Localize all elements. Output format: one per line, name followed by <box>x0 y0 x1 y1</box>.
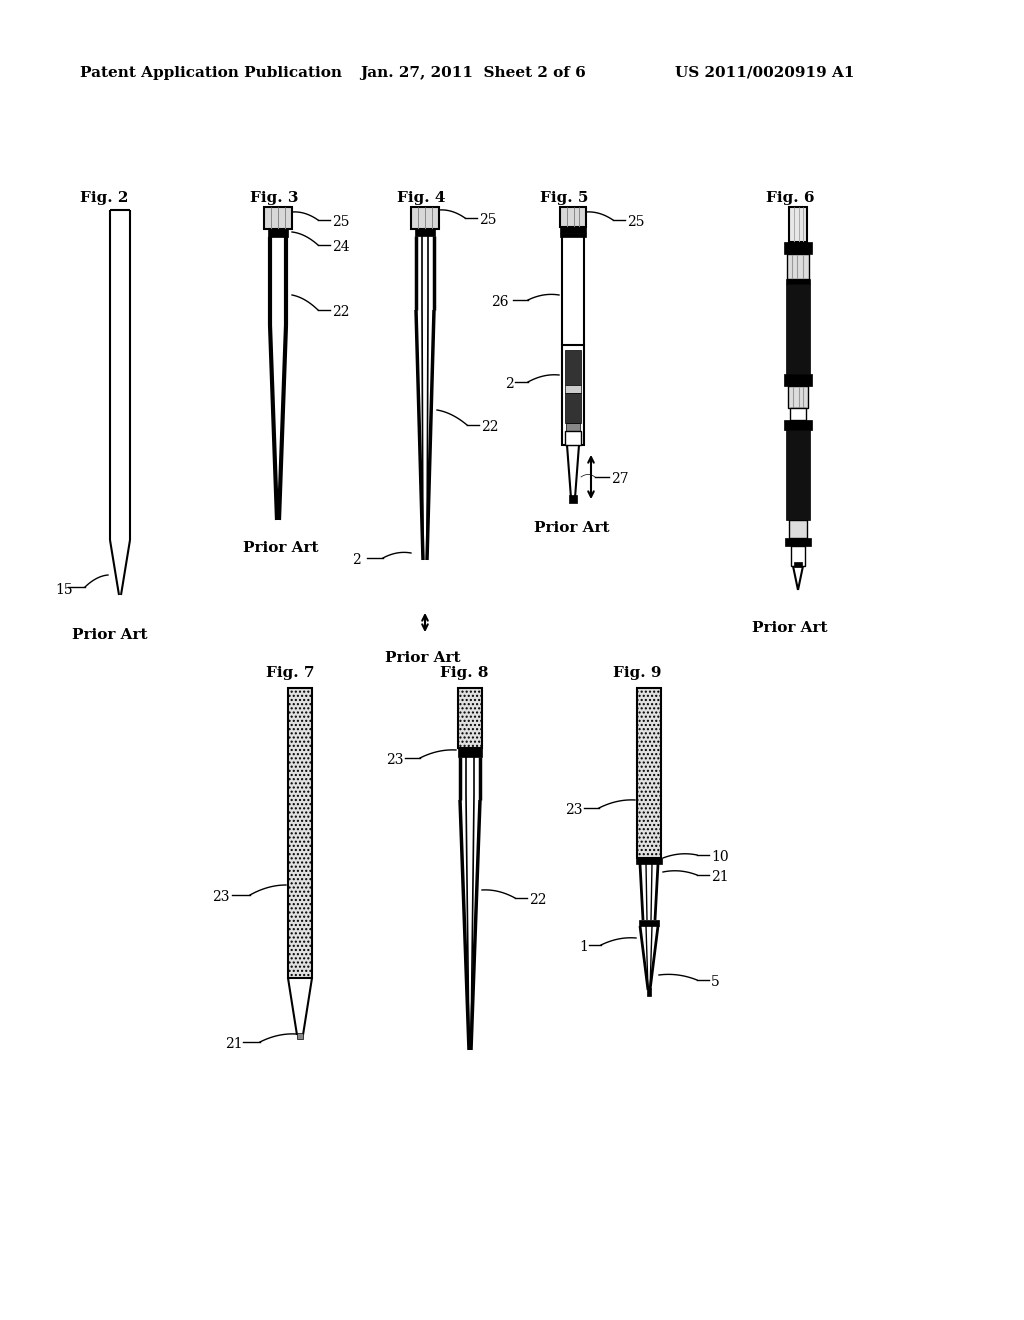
Bar <box>560 227 586 234</box>
Bar <box>787 253 809 279</box>
Text: Fig. 5: Fig. 5 <box>540 191 589 205</box>
Text: 5: 5 <box>711 975 720 989</box>
Text: Prior Art: Prior Art <box>534 521 609 535</box>
Text: Jan. 27, 2011  Sheet 2 of 6: Jan. 27, 2011 Sheet 2 of 6 <box>360 66 586 81</box>
Bar <box>790 300 806 330</box>
Text: Prior Art: Prior Art <box>385 651 461 665</box>
Bar <box>415 228 435 236</box>
Text: 2: 2 <box>352 553 360 568</box>
Text: 22: 22 <box>332 305 349 319</box>
Bar <box>790 445 806 473</box>
Bar <box>636 858 662 865</box>
Bar <box>784 420 812 430</box>
Bar <box>565 393 581 422</box>
Bar <box>790 520 807 539</box>
Text: 10: 10 <box>711 850 729 865</box>
Text: 26: 26 <box>490 294 509 309</box>
Bar <box>785 539 811 546</box>
Bar <box>565 385 581 393</box>
Bar <box>264 207 292 228</box>
Text: 23: 23 <box>565 803 583 817</box>
Bar <box>786 430 810 520</box>
Text: 15: 15 <box>55 583 73 597</box>
Bar <box>569 495 577 503</box>
Bar <box>790 408 806 420</box>
Text: Prior Art: Prior Art <box>752 620 827 635</box>
Bar <box>288 688 312 978</box>
Text: 25: 25 <box>627 215 644 228</box>
Text: 24: 24 <box>332 240 349 253</box>
Bar <box>565 350 581 385</box>
Text: US 2011/0020919 A1: US 2011/0020919 A1 <box>675 66 854 81</box>
Bar <box>411 207 439 228</box>
Text: Prior Art: Prior Art <box>72 628 147 642</box>
Bar <box>784 374 812 385</box>
Text: Fig. 3: Fig. 3 <box>250 191 299 205</box>
Bar <box>562 345 584 445</box>
Bar <box>788 385 808 408</box>
Bar <box>786 279 810 284</box>
Text: 22: 22 <box>529 894 547 907</box>
Bar <box>560 207 586 227</box>
Bar <box>560 234 586 238</box>
Bar <box>268 228 288 238</box>
Bar <box>794 562 802 568</box>
Text: Fig. 7: Fig. 7 <box>266 667 314 680</box>
Text: Fig. 9: Fig. 9 <box>613 667 662 680</box>
Bar <box>297 1034 303 1039</box>
Bar <box>458 748 482 756</box>
Text: 2: 2 <box>505 378 514 391</box>
Bar <box>458 688 482 748</box>
Text: Fig. 6: Fig. 6 <box>766 191 814 205</box>
Text: 23: 23 <box>386 752 403 767</box>
Text: 1: 1 <box>579 940 588 954</box>
Text: Fig. 4: Fig. 4 <box>397 191 445 205</box>
Bar <box>784 242 812 253</box>
Text: 21: 21 <box>225 1038 243 1051</box>
Bar <box>647 987 651 997</box>
Bar <box>791 546 805 566</box>
Bar <box>565 432 581 445</box>
Bar <box>786 284 810 374</box>
Text: Prior Art: Prior Art <box>243 541 318 554</box>
Text: Fig. 8: Fig. 8 <box>440 667 488 680</box>
Bar <box>566 422 580 432</box>
Bar <box>790 207 807 242</box>
Text: 27: 27 <box>611 473 629 486</box>
Text: 23: 23 <box>212 890 229 904</box>
Bar <box>639 920 659 927</box>
Text: 25: 25 <box>479 213 497 227</box>
Bar <box>637 688 662 858</box>
Text: 25: 25 <box>332 215 349 228</box>
Text: 22: 22 <box>481 420 499 434</box>
Text: Fig. 2: Fig. 2 <box>80 191 128 205</box>
Text: 21: 21 <box>711 870 729 884</box>
Text: Patent Application Publication: Patent Application Publication <box>80 66 342 81</box>
